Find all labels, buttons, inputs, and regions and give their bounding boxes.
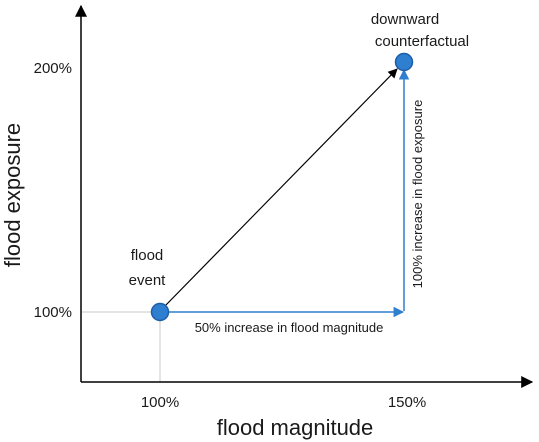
counterfactual-label-line2: counterfactual (375, 33, 469, 50)
counterfactual-point (394, 52, 414, 72)
x-tick-150: 150% (388, 394, 426, 411)
x-axis-title: flood magnitude (217, 415, 374, 440)
flood-event-point (150, 302, 170, 322)
y-axis-title: flood exposure (0, 123, 25, 267)
flood-event-label-line1: flood (131, 247, 164, 264)
exposure-increase-label: 100% increase in flood exposure (410, 100, 425, 289)
y-tick-200: 200% (34, 60, 72, 77)
diagonal-arrow (163, 68, 398, 308)
y-tick-100: 100% (34, 304, 72, 321)
flood-event-label-line2: event (129, 272, 167, 289)
magnitude-increase-label: 50% increase in flood magnitude (195, 320, 384, 335)
counterfactual-label-line1: downward (371, 11, 439, 28)
x-tick-100: 100% (141, 394, 179, 411)
